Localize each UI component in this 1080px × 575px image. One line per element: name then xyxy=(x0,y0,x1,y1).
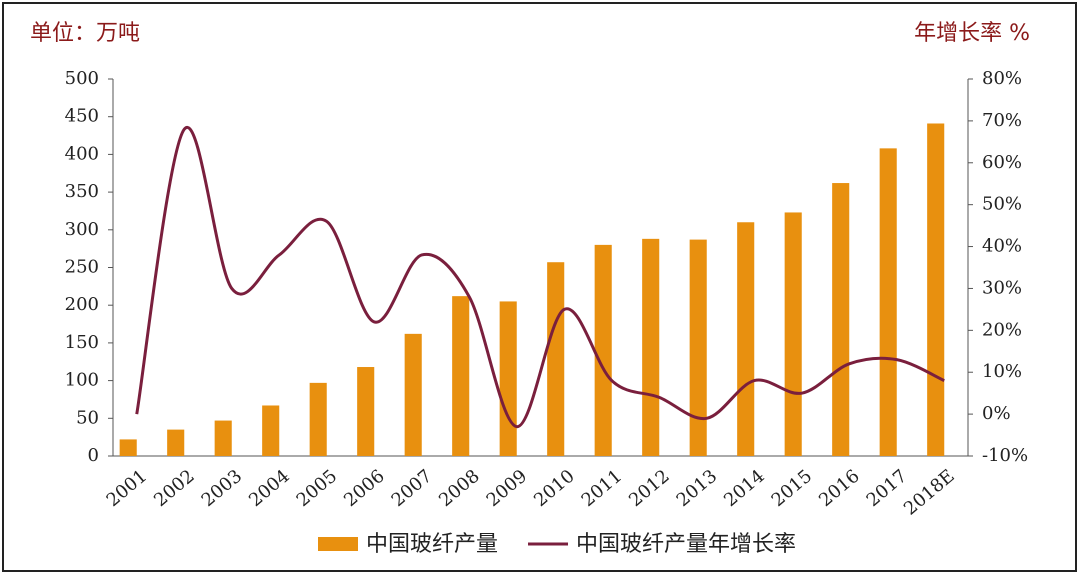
bar xyxy=(499,301,517,456)
y2-tick-label: 40% xyxy=(982,236,1022,257)
y2-tick-label: 20% xyxy=(982,319,1022,340)
y2-tick-label: 80% xyxy=(982,68,1022,89)
y-tick-label: 400 xyxy=(65,143,99,164)
y2-tick-label: 30% xyxy=(982,277,1022,298)
bar xyxy=(309,382,327,456)
bar xyxy=(642,238,660,456)
y-tick-label: 300 xyxy=(65,219,99,240)
bar xyxy=(119,439,137,456)
y2-tick-label: 10% xyxy=(982,361,1022,382)
bar xyxy=(594,244,612,456)
bar xyxy=(689,239,707,456)
y-tick-label: 150 xyxy=(65,332,99,353)
y-tick-label: 450 xyxy=(65,106,99,127)
bar xyxy=(784,212,802,456)
y2-tick-label: -10% xyxy=(982,445,1028,466)
legend-swatch xyxy=(318,537,358,551)
bar xyxy=(404,333,422,456)
bar xyxy=(547,262,565,456)
y-tick-label: 50 xyxy=(76,407,99,428)
bar xyxy=(879,148,897,457)
y2-tick-label: 70% xyxy=(982,110,1022,131)
bar xyxy=(737,222,755,456)
bar xyxy=(167,429,185,456)
bar xyxy=(927,123,945,457)
bar xyxy=(262,405,280,456)
y-tick-label: 100 xyxy=(65,370,99,391)
bar xyxy=(832,183,850,456)
y-tick-label: 0 xyxy=(88,445,99,466)
y-tick-label: 200 xyxy=(65,294,99,315)
y-axis-label: 单位：万吨 xyxy=(30,21,140,46)
y2-tick-label: 0% xyxy=(982,403,1011,424)
legend-label: 中国玻纤产量 xyxy=(366,532,498,557)
bar xyxy=(357,367,375,456)
bar xyxy=(452,296,470,456)
y2-axis-label: 年增长率 % xyxy=(914,21,1030,46)
legend-label: 中国玻纤产量年增长率 xyxy=(576,532,796,557)
y2-tick-label: 60% xyxy=(982,152,1022,173)
y-tick-label: 350 xyxy=(65,181,99,202)
y-tick-label: 250 xyxy=(65,257,99,278)
y2-tick-label: 50% xyxy=(982,194,1022,215)
bar xyxy=(214,420,232,456)
line xyxy=(135,125,945,429)
y-tick-label: 500 xyxy=(65,68,99,89)
